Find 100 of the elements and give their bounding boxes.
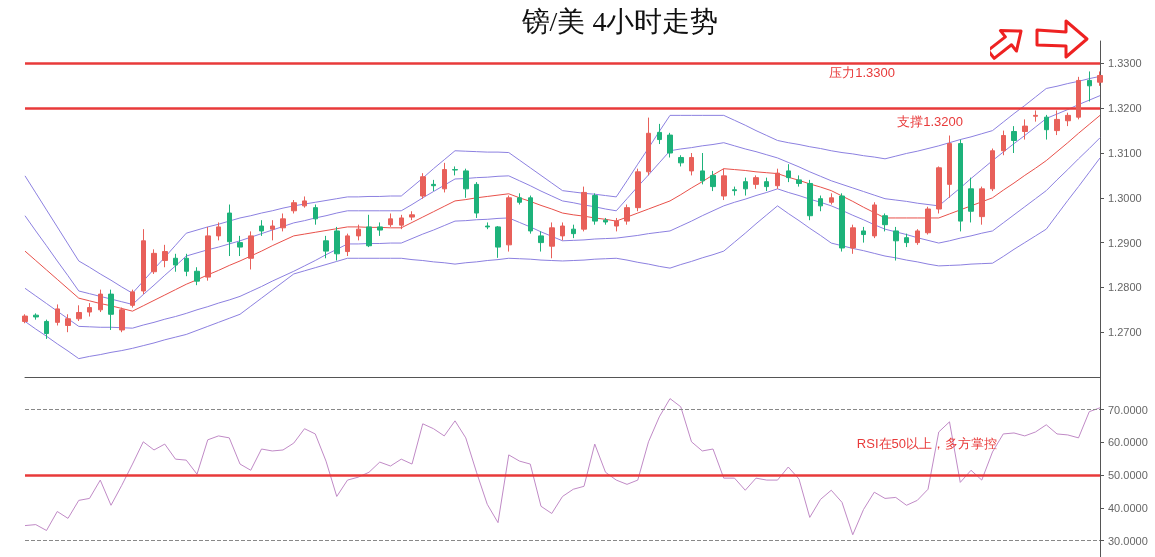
candlestick <box>1022 118 1028 141</box>
candlestick <box>313 204 318 226</box>
y-tick-label: 1.2900 <box>1108 236 1142 249</box>
candlestick <box>936 165 942 214</box>
candlestick <box>829 192 834 206</box>
y-tick-label: 1.2800 <box>1108 281 1142 294</box>
candlestick <box>700 152 705 185</box>
ref-line-label: 压力1.3300 <box>829 65 895 81</box>
y-tick-label: 1.3200 <box>1108 102 1142 115</box>
candlestick <box>194 266 200 286</box>
candlestick <box>280 212 286 232</box>
candlestick <box>33 312 39 321</box>
candlestick <box>979 186 985 226</box>
candlestick <box>990 148 995 192</box>
candlestick <box>463 168 469 199</box>
candlestick <box>517 192 522 206</box>
candlestick <box>614 217 619 232</box>
candlestick <box>431 179 436 192</box>
candlestick <box>98 289 103 313</box>
candlestick <box>356 224 361 241</box>
candlestick <box>667 132 673 158</box>
candlestick <box>227 204 232 257</box>
candlestick <box>291 199 297 214</box>
y-tick-label: 60.0000 <box>1108 436 1148 449</box>
candlestick <box>850 224 856 255</box>
candlestick <box>1087 70 1092 102</box>
candlestick <box>528 195 533 235</box>
candlestick <box>624 204 630 226</box>
y-tick-label: 1.3000 <box>1108 191 1142 204</box>
candlestick <box>915 228 920 246</box>
candlestick <box>581 186 587 232</box>
candlestick <box>1033 109 1038 123</box>
candlestick <box>807 179 813 221</box>
candlestick <box>184 253 189 277</box>
candlestick <box>538 230 544 253</box>
y-tick-label: 1.3300 <box>1108 57 1142 70</box>
candlestick <box>65 313 71 333</box>
candlestick <box>141 228 146 295</box>
candlestick <box>893 226 899 262</box>
candlestick <box>270 219 275 241</box>
candlestick <box>710 170 716 192</box>
candlestick <box>968 177 974 223</box>
candlestick <box>55 303 60 326</box>
candlestick <box>872 201 877 239</box>
candlestick <box>345 233 350 257</box>
candlestick <box>44 319 49 340</box>
candlestick <box>592 192 598 226</box>
line-series <box>24 398 1101 536</box>
candlestick <box>248 230 254 270</box>
candlestick <box>678 154 684 167</box>
candlestick <box>764 177 769 192</box>
candlestick <box>839 192 845 253</box>
candlestick <box>237 235 243 257</box>
candlestick <box>571 224 576 239</box>
candlestick <box>646 117 651 176</box>
candlestick <box>818 195 823 212</box>
candlestick <box>366 214 372 248</box>
candlestick <box>130 289 135 309</box>
candlestick <box>377 221 383 237</box>
ref-line-label: RSI在50以上，多方掌控 <box>856 436 997 452</box>
ref-line-label: 支撑1.3200 <box>897 114 963 130</box>
candlestick <box>1011 125 1017 154</box>
y-tick-label: 1.3100 <box>1108 147 1142 159</box>
candlestick <box>753 174 759 190</box>
candlestick <box>22 313 28 324</box>
candlestick <box>442 162 447 193</box>
candlestick <box>786 163 791 183</box>
candlestick <box>635 168 641 212</box>
candlestick <box>657 123 662 145</box>
y-tick-label: 1.2700 <box>1108 326 1142 339</box>
candlestick <box>485 221 490 230</box>
candlestick <box>119 307 125 333</box>
candlestick <box>796 174 802 188</box>
candlestick <box>506 195 512 253</box>
candlestick <box>151 248 157 275</box>
candlestick <box>474 181 479 219</box>
candlestick <box>162 244 168 268</box>
candlestick <box>216 221 221 241</box>
candlestick <box>743 177 748 197</box>
candlestick <box>1054 109 1060 136</box>
candlestick <box>108 289 114 331</box>
candlestick <box>302 195 307 209</box>
candlestick <box>882 212 888 232</box>
candlestick <box>76 304 82 322</box>
candlestick <box>87 302 92 318</box>
candlestick <box>861 226 866 244</box>
candlestick <box>958 139 963 232</box>
candlestick <box>1044 114 1049 141</box>
candlestick <box>732 186 737 197</box>
candlestick <box>388 212 393 228</box>
y-tick-label: 30.0000 <box>1108 534 1148 547</box>
candlestick <box>1076 76 1081 120</box>
candlestick <box>603 217 608 226</box>
candlestick <box>560 221 565 241</box>
candlestick <box>334 226 340 262</box>
candlestick <box>495 225 501 259</box>
candlestick <box>409 210 415 221</box>
candlestick <box>775 168 780 190</box>
y-tick-label: 50.0000 <box>1108 469 1148 482</box>
candlestick <box>323 235 329 259</box>
